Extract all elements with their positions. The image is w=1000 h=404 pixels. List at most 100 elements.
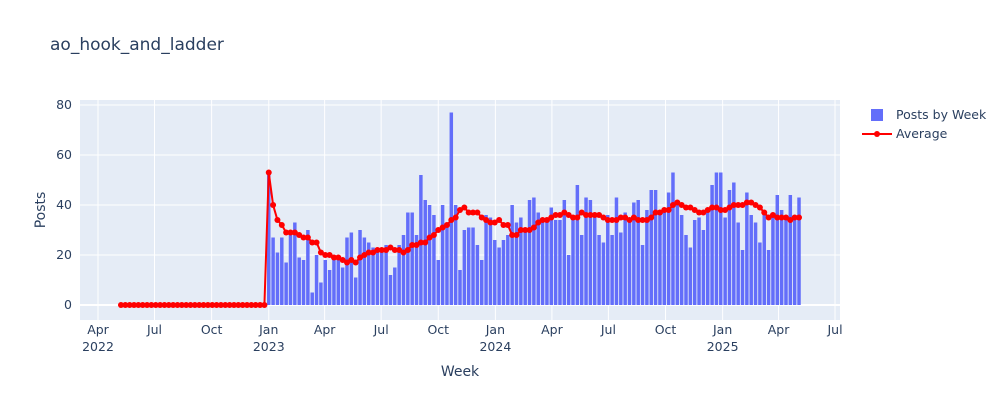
line-marker: [148, 302, 155, 308]
line-marker: [548, 214, 555, 221]
bar: [562, 200, 567, 305]
bar: [675, 205, 680, 305]
y-tick-label: 20: [56, 247, 72, 262]
line-marker: [700, 209, 707, 216]
x-tick-label-line: 2024: [479, 339, 511, 354]
line-marker: [565, 212, 572, 218]
bar: [697, 217, 701, 305]
bar: [692, 220, 697, 305]
bar: [684, 235, 688, 305]
bar: [484, 215, 488, 305]
line-marker: [735, 202, 742, 208]
line-marker: [443, 222, 450, 228]
line-marker: [539, 217, 546, 223]
line-marker: [448, 217, 455, 223]
bar: [545, 217, 549, 305]
bar: [349, 232, 354, 305]
line-marker: [526, 227, 533, 233]
bar: [797, 197, 801, 305]
bar: [323, 260, 327, 305]
line-marker: [426, 234, 433, 241]
line-marker: [152, 302, 159, 308]
bar: [471, 227, 475, 305]
line-marker: [535, 219, 542, 226]
x-tick-label-line: Jul: [826, 322, 842, 337]
line-marker: [304, 234, 311, 241]
line-marker: [465, 209, 472, 216]
line-marker: [339, 257, 346, 263]
x-tick-label-line: Apr: [87, 322, 109, 337]
line-marker: [378, 247, 385, 253]
bar: [301, 260, 306, 305]
bar: [627, 222, 632, 305]
line-marker: [665, 207, 672, 213]
x-tick-label-line: Jan: [712, 322, 732, 337]
line-marker: [326, 252, 333, 258]
line-marker: [600, 214, 607, 221]
line-marker: [174, 302, 181, 308]
line-marker: [769, 212, 776, 218]
bar: [779, 210, 784, 305]
y-tick-label: 40: [56, 197, 72, 212]
x-tick-label-line: Apr: [541, 322, 563, 337]
x-tick-label-line: Apr: [768, 322, 790, 337]
line-marker: [257, 302, 264, 308]
line-marker: [439, 224, 446, 231]
x-tick-label: Jan 2025: [707, 322, 739, 354]
bar: [619, 232, 623, 305]
bar: [275, 252, 280, 305]
line-marker: [491, 219, 498, 226]
bar: [575, 185, 580, 305]
line-marker: [578, 209, 585, 216]
bar: [519, 217, 523, 305]
bar: [445, 227, 449, 305]
line-marker: [587, 212, 594, 218]
line-marker: [678, 202, 685, 208]
bar: [558, 220, 562, 305]
bar: [579, 235, 584, 305]
bar: [375, 250, 380, 305]
line-marker: [691, 207, 698, 213]
bar: [723, 217, 727, 305]
bar: [475, 245, 480, 305]
line-marker: [252, 302, 259, 308]
bar: [479, 260, 484, 305]
bar: [710, 185, 714, 305]
line-marker: [509, 232, 516, 238]
line-marker: [361, 252, 368, 258]
line-marker: [139, 302, 146, 308]
line-marker: [170, 302, 177, 308]
line-marker: [400, 249, 407, 256]
line-marker: [365, 249, 372, 256]
line-marker: [596, 212, 603, 218]
line-marker: [300, 234, 307, 241]
line-marker: [778, 214, 785, 221]
bar: [679, 215, 684, 305]
line-marker: [387, 244, 394, 251]
line-marker: [661, 207, 668, 213]
x-tick-label-line: Jul: [600, 322, 616, 337]
bar: [662, 210, 667, 305]
line-marker: [782, 214, 789, 221]
line-marker: [191, 302, 198, 308]
y-tick-label: 80: [56, 97, 72, 112]
line-marker: [261, 302, 268, 308]
bar: [758, 242, 762, 305]
line-marker: [483, 217, 490, 223]
line-marker: [204, 302, 211, 308]
x-tick-label-line: Jul: [373, 322, 389, 337]
bar: [553, 220, 558, 305]
line-marker: [774, 214, 781, 221]
bar: [706, 212, 710, 305]
bar: [719, 172, 723, 305]
line-marker: [761, 209, 768, 216]
bar: [397, 245, 401, 305]
bar: [588, 200, 593, 305]
bar: [784, 220, 788, 305]
x-axis-label: Week: [441, 364, 480, 380]
line-marker: [422, 239, 429, 246]
line-marker: [209, 302, 216, 308]
line-marker: [313, 239, 320, 246]
bar: [614, 197, 619, 305]
line-marker: [122, 302, 129, 308]
